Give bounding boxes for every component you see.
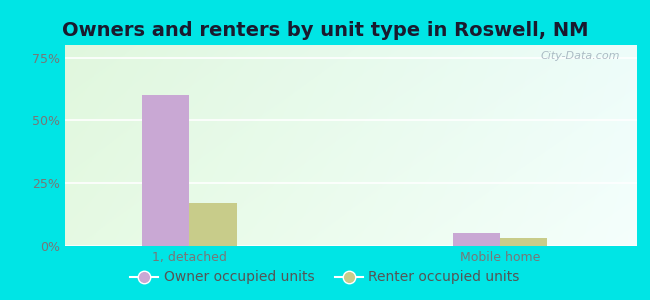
Bar: [142, 95, 189, 246]
Bar: [189, 203, 237, 246]
Legend: Owner occupied units, Renter occupied units: Owner occupied units, Renter occupied un…: [125, 265, 525, 290]
Text: Owners and renters by unit type in Roswell, NM: Owners and renters by unit type in Roswe…: [62, 21, 588, 40]
Bar: [453, 233, 500, 246]
Bar: [500, 238, 547, 246]
Text: City-Data.com: City-Data.com: [540, 51, 620, 61]
